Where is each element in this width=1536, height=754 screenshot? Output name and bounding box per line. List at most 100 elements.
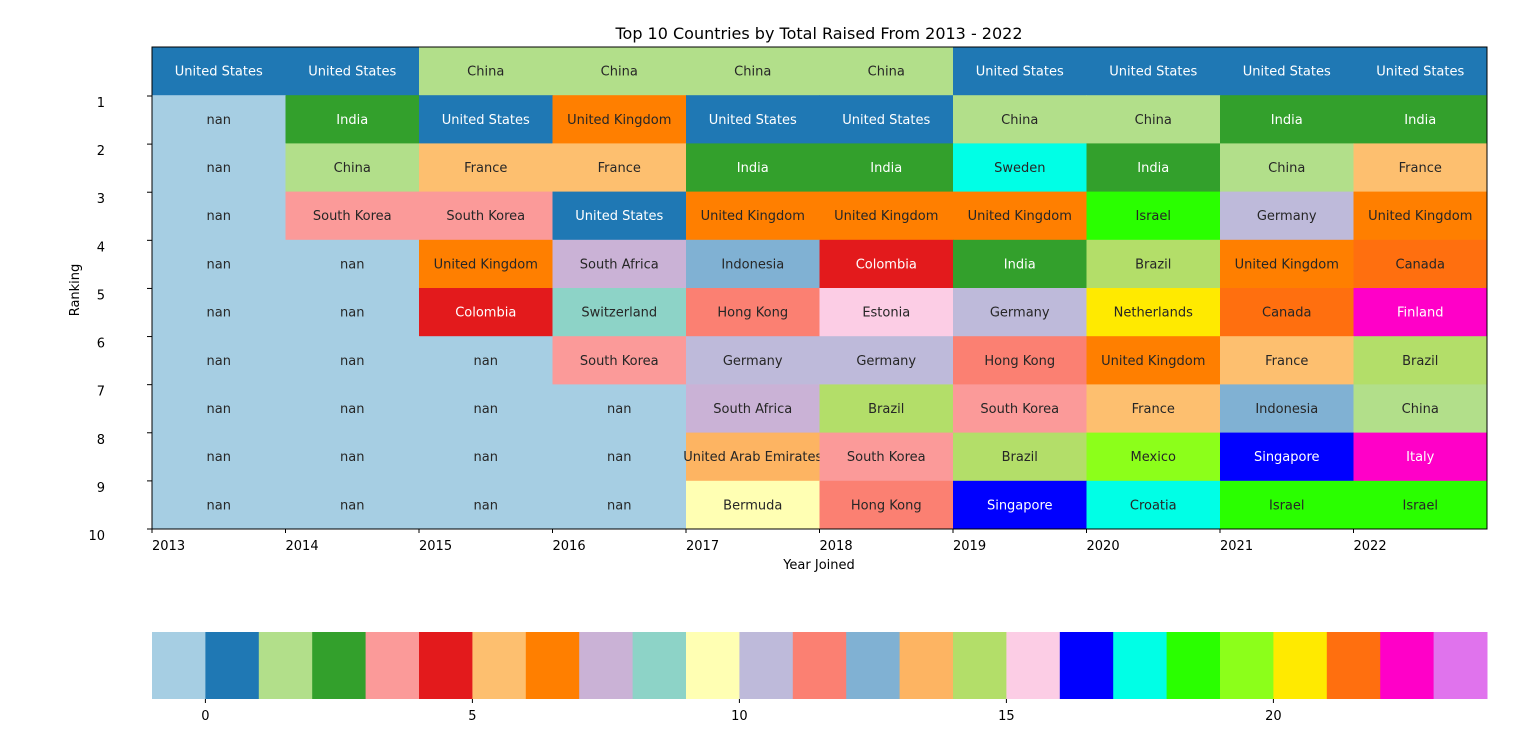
heatmap-cell <box>953 95 1087 144</box>
heatmap-cell <box>1353 432 1488 482</box>
colorbar-swatch <box>632 632 687 699</box>
cell-label: Finland <box>1397 306 1443 321</box>
cell-label: nan <box>207 306 231 321</box>
cell-label: Switzerland <box>581 306 657 321</box>
cell-label: nan <box>207 402 231 417</box>
heatmap-cell <box>152 47 286 96</box>
cell-label: Brazil <box>868 402 904 417</box>
cell-label: France <box>1399 161 1442 176</box>
cell-label: United Kingdom <box>701 209 805 224</box>
heatmap-cell <box>285 336 420 385</box>
cell-label: United States <box>175 65 263 80</box>
colorbar-swatch <box>312 632 367 699</box>
heatmap-cell <box>419 432 553 482</box>
colorbar-swatch <box>365 632 420 699</box>
cell-label: China <box>467 65 504 80</box>
heatmap-cells: United States United States China China Chin… <box>152 47 1488 530</box>
heatmap-cell <box>285 288 420 337</box>
cell-label: nan <box>340 257 364 272</box>
heatmap-cell <box>819 336 954 385</box>
heatmap-cell <box>552 95 687 144</box>
colorbar-tick-label: 10 <box>731 709 748 724</box>
colorbar-swatch <box>686 632 740 699</box>
heatmap-cell <box>419 95 553 144</box>
cell-label: Brazil <box>1135 257 1171 272</box>
x-axis-label: Year Joined <box>782 558 855 573</box>
y-tick-label: 4 <box>97 240 105 255</box>
colorbar-swatch <box>1059 632 1114 699</box>
cell-label: Hong Kong <box>984 354 1055 369</box>
x-tick-label: 2021 <box>1220 539 1253 554</box>
heatmap-cell <box>686 432 820 482</box>
x-tick-label: 2017 <box>686 539 719 554</box>
heatmap-cell <box>1220 384 1354 434</box>
heatmap-cell <box>1353 47 1488 96</box>
cell-label: nan <box>207 209 231 224</box>
heatmap-cell <box>419 480 553 530</box>
colorbar-swatch <box>205 632 260 699</box>
cell-label: United States <box>709 113 797 128</box>
cell-label: China <box>1135 113 1172 128</box>
cell-label: France <box>1265 354 1308 369</box>
cell-label: Estonia <box>862 306 910 321</box>
heatmap-cell <box>1086 336 1221 385</box>
heatmap-cell <box>152 239 286 289</box>
heatmap-cell <box>152 384 286 434</box>
heatmap-cell <box>686 288 820 337</box>
cell-label: Italy <box>1406 450 1435 465</box>
colorbar-swatch <box>1326 632 1381 699</box>
cell-label: nan <box>340 402 364 417</box>
heatmap-cell <box>285 143 420 193</box>
cell-label: South Korea <box>313 209 392 224</box>
cell-label: India <box>1004 257 1036 272</box>
colorbar-swatch <box>1433 632 1488 699</box>
cell-label: nan <box>474 450 498 465</box>
heatmap-cell <box>1353 191 1488 241</box>
heatmap-cell <box>419 336 553 385</box>
colorbar-swatch <box>1166 632 1221 699</box>
heatmap-cell <box>419 288 553 337</box>
heatmap-cell <box>686 384 820 434</box>
heatmap-cell <box>1353 384 1488 434</box>
cell-label: South Africa <box>580 257 659 272</box>
colorbar-swatch <box>525 632 580 699</box>
colorbar-swatch <box>472 632 527 699</box>
heatmap-cell <box>419 143 553 193</box>
y-tick-label: 3 <box>97 192 105 207</box>
cell-label: Israel <box>1135 209 1171 224</box>
heatmap-cell <box>819 143 954 193</box>
y-tick-label: 7 <box>97 385 105 400</box>
heatmap-cell <box>1220 239 1354 289</box>
cell-label: India <box>1404 113 1436 128</box>
heatmap-cell <box>1220 95 1354 144</box>
heatmap-cell <box>552 239 687 289</box>
cell-label: France <box>1132 402 1175 417</box>
y-tick-label: 9 <box>97 481 105 496</box>
heatmap-cell <box>686 47 820 96</box>
cell-label: South Africa <box>713 402 792 417</box>
cell-label: United States <box>308 65 396 80</box>
heatmap-cell <box>1353 288 1488 337</box>
cell-label: Singapore <box>1254 450 1320 465</box>
cell-label: Germany <box>723 354 783 369</box>
cell-label: India <box>870 161 902 176</box>
cell-label: China <box>868 65 905 80</box>
cell-label: Germany <box>1257 209 1317 224</box>
heatmap-cell <box>819 480 954 530</box>
cell-label: Colombia <box>455 306 516 321</box>
cell-label: Colombia <box>856 257 917 272</box>
heatmap-cell <box>152 95 286 144</box>
cell-label: Canada <box>1262 306 1311 321</box>
cell-label: China <box>334 161 371 176</box>
colorbar-swatch <box>258 632 313 699</box>
cell-label: Brazil <box>1002 450 1038 465</box>
heatmap-cell <box>686 239 820 289</box>
heatmap-cell <box>1086 95 1221 144</box>
y-tick-label: 10 <box>88 529 105 544</box>
heatmap-cell <box>1353 95 1488 144</box>
cell-label: South Korea <box>980 402 1059 417</box>
heatmap-cell <box>1220 288 1354 337</box>
heatmap-cell <box>819 432 954 482</box>
cell-label: United Kingdom <box>834 209 938 224</box>
